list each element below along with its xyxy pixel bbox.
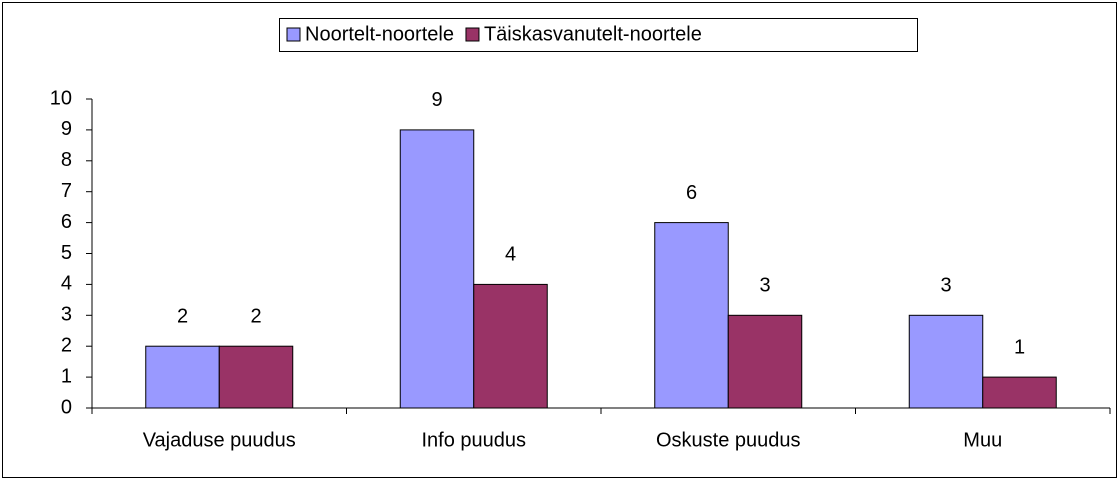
data-label: 9 (431, 89, 442, 111)
x-tick-label: Info puudus (421, 429, 526, 451)
y-tick-label: 9 (61, 118, 72, 140)
legend-box (279, 18, 918, 52)
data-label: 3 (759, 275, 770, 297)
y-tick-label: 8 (61, 149, 72, 171)
data-label: 1 (1014, 336, 1025, 358)
y-tick-label: 2 (61, 334, 72, 356)
bar (473, 283, 548, 409)
legend-swatch (465, 27, 480, 42)
y-tick-label: 10 (50, 87, 72, 109)
bar (908, 314, 984, 409)
legend-label: Täiskasvanutelt-noortele (484, 23, 702, 45)
bar (145, 345, 220, 409)
bar (982, 376, 1057, 409)
legend-label: Noortelt-noortele (305, 23, 454, 45)
y-tick-label: 7 (61, 180, 72, 202)
y-tick-label: 1 (61, 365, 72, 387)
data-label: 2 (177, 305, 188, 327)
y-tick-label: 0 (61, 396, 72, 418)
data-label: 4 (505, 244, 516, 266)
bar (654, 222, 729, 409)
x-tick-label: Oskuste puudus (656, 429, 801, 451)
data-label: 2 (250, 305, 261, 327)
bar (218, 345, 294, 409)
y-tick-label: 5 (61, 242, 72, 264)
y-tick-label: 4 (61, 273, 72, 295)
y-tick-label: 6 (61, 211, 72, 233)
x-tick-label: Muu (963, 429, 1002, 451)
data-label: 6 (686, 182, 697, 204)
data-label: 3 (940, 275, 951, 297)
bar (399, 129, 475, 409)
x-tick-label: Vajaduse puudus (143, 429, 296, 451)
bar (727, 314, 803, 409)
legend-swatch (286, 27, 301, 42)
y-tick-label: 3 (61, 304, 72, 326)
